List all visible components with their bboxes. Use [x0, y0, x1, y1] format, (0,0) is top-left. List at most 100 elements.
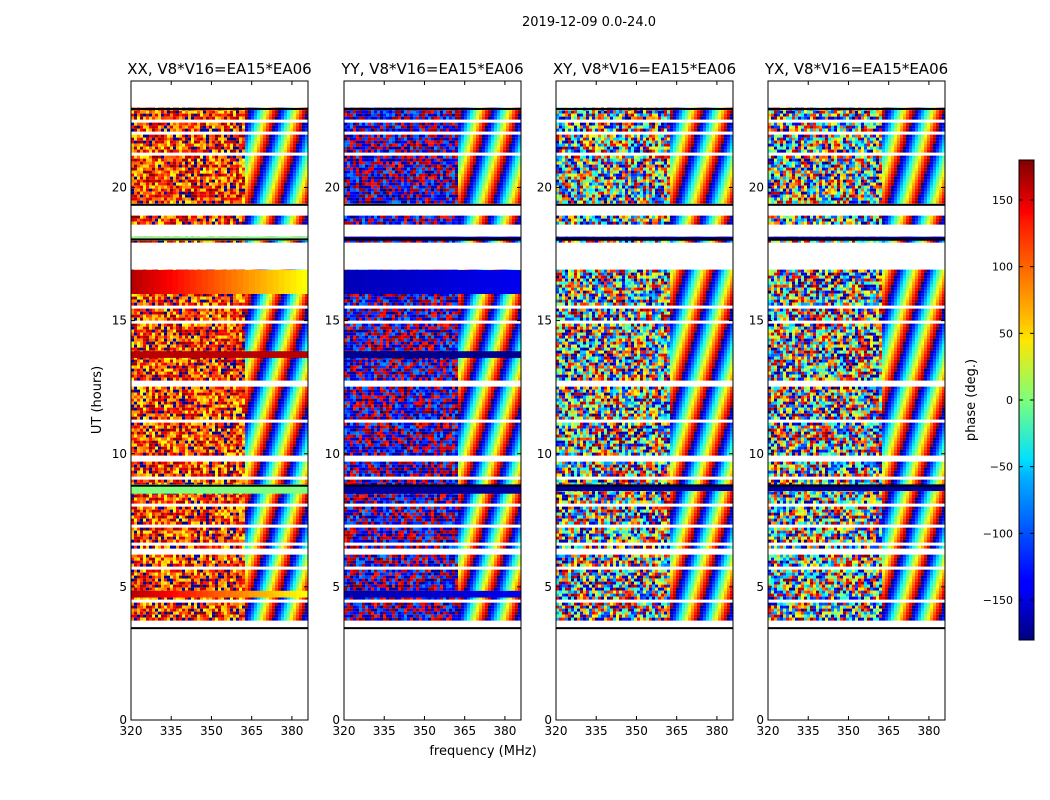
phase-band	[225, 590, 232, 598]
phase-band	[190, 590, 197, 598]
phase-band	[420, 270, 428, 294]
phase-band	[344, 484, 351, 494]
phase-band	[190, 351, 197, 358]
phase-band	[450, 351, 457, 358]
phase-band	[921, 484, 928, 492]
phase-band	[485, 270, 493, 294]
phase-band	[373, 351, 380, 358]
phase-band	[432, 590, 439, 598]
phase-band	[361, 590, 369, 598]
phase-band	[703, 484, 710, 492]
phase-band	[609, 484, 616, 492]
phase-band	[662, 484, 669, 492]
phase-band	[679, 484, 687, 492]
phase-band	[927, 484, 934, 492]
y-tick-label: 20	[749, 181, 764, 195]
phase-band	[302, 270, 308, 294]
phase-band	[779, 484, 787, 492]
phase-band	[827, 484, 834, 492]
phase-band	[414, 270, 422, 294]
phase-band	[391, 590, 398, 598]
x-tick-label: 320	[333, 724, 356, 738]
colorbar-tick-label: 100	[992, 261, 1013, 274]
phase-band	[897, 484, 905, 492]
y-tick-label: 5	[544, 580, 552, 594]
phase-band	[939, 484, 945, 492]
phase-band	[160, 590, 167, 598]
phase-band	[509, 484, 516, 494]
phase-band	[195, 270, 203, 294]
phase-band	[260, 484, 268, 494]
phase-band	[438, 270, 445, 294]
phase-band	[768, 484, 775, 492]
panel-2: YY, V8*V16=EA15*EA06 320 335 350 365 380 0 5 10 1…	[325, 60, 524, 738]
phase-band	[243, 270, 250, 294]
axes-frame	[343, 80, 522, 721]
colorbar-tick-label: −150	[983, 594, 1013, 607]
phase-band	[367, 351, 375, 358]
phase-band	[456, 484, 463, 494]
phase-band	[272, 270, 280, 294]
phase-band	[503, 590, 510, 598]
phase-band	[260, 590, 268, 598]
y-tick-label: 10	[112, 447, 127, 461]
x-tick-label: 335	[585, 724, 608, 738]
phase-band	[254, 351, 262, 358]
phase-band	[668, 484, 675, 492]
phase-band	[491, 270, 498, 294]
phase-band	[349, 351, 357, 358]
x-tick-label: 335	[373, 724, 396, 738]
phase-band	[656, 484, 663, 492]
phase-band	[462, 270, 469, 294]
phase-band	[785, 484, 793, 492]
phase-band	[408, 484, 416, 494]
phase-band	[438, 590, 445, 598]
phase-band	[462, 351, 469, 358]
phase-band	[727, 484, 733, 492]
phase-band	[131, 590, 138, 598]
phase-band	[403, 484, 410, 494]
phase-band	[184, 270, 191, 294]
phase-band	[379, 270, 386, 294]
x-tick-label: 350	[200, 724, 223, 738]
phase-band	[201, 484, 209, 494]
phase-band	[243, 351, 250, 358]
phase-band	[148, 484, 156, 494]
phase-band	[909, 484, 917, 492]
phase-band	[515, 484, 521, 494]
phase-band	[254, 270, 262, 294]
panel-title: YY, V8*V16=EA15*EA06	[340, 60, 523, 78]
phase-band	[450, 484, 457, 494]
phase-band	[408, 351, 416, 358]
x-tick-label: 380	[917, 724, 940, 738]
phase-band	[385, 590, 392, 598]
phase-band	[154, 590, 162, 598]
phase-band	[136, 484, 144, 494]
x-tick-label: 365	[453, 724, 476, 738]
phase-band	[272, 590, 280, 598]
x-tick-label: 350	[413, 724, 436, 738]
phase-band	[479, 270, 487, 294]
phase-band	[408, 590, 416, 598]
phase-band	[154, 351, 162, 358]
phase-band	[862, 484, 869, 492]
x-tick-label: 335	[797, 724, 820, 738]
colorbar-tick-label: 0	[1006, 394, 1013, 407]
phase-band	[479, 590, 487, 598]
phase-band	[385, 351, 392, 358]
phase-band	[225, 351, 232, 358]
phase-band	[344, 351, 351, 358]
phase-band	[420, 484, 428, 494]
colorbar-label: phase (deg.)	[964, 359, 979, 441]
x-tick-label: 365	[877, 724, 900, 738]
phase-band	[367, 270, 375, 294]
phase-band	[172, 270, 179, 294]
phase-band	[891, 484, 899, 492]
phase-band	[391, 270, 398, 294]
phase-band	[414, 590, 422, 598]
phase-band	[567, 484, 575, 492]
phase-band	[231, 351, 238, 358]
phase-band	[355, 590, 363, 598]
phase-band	[266, 351, 274, 358]
phase-band	[284, 351, 291, 358]
